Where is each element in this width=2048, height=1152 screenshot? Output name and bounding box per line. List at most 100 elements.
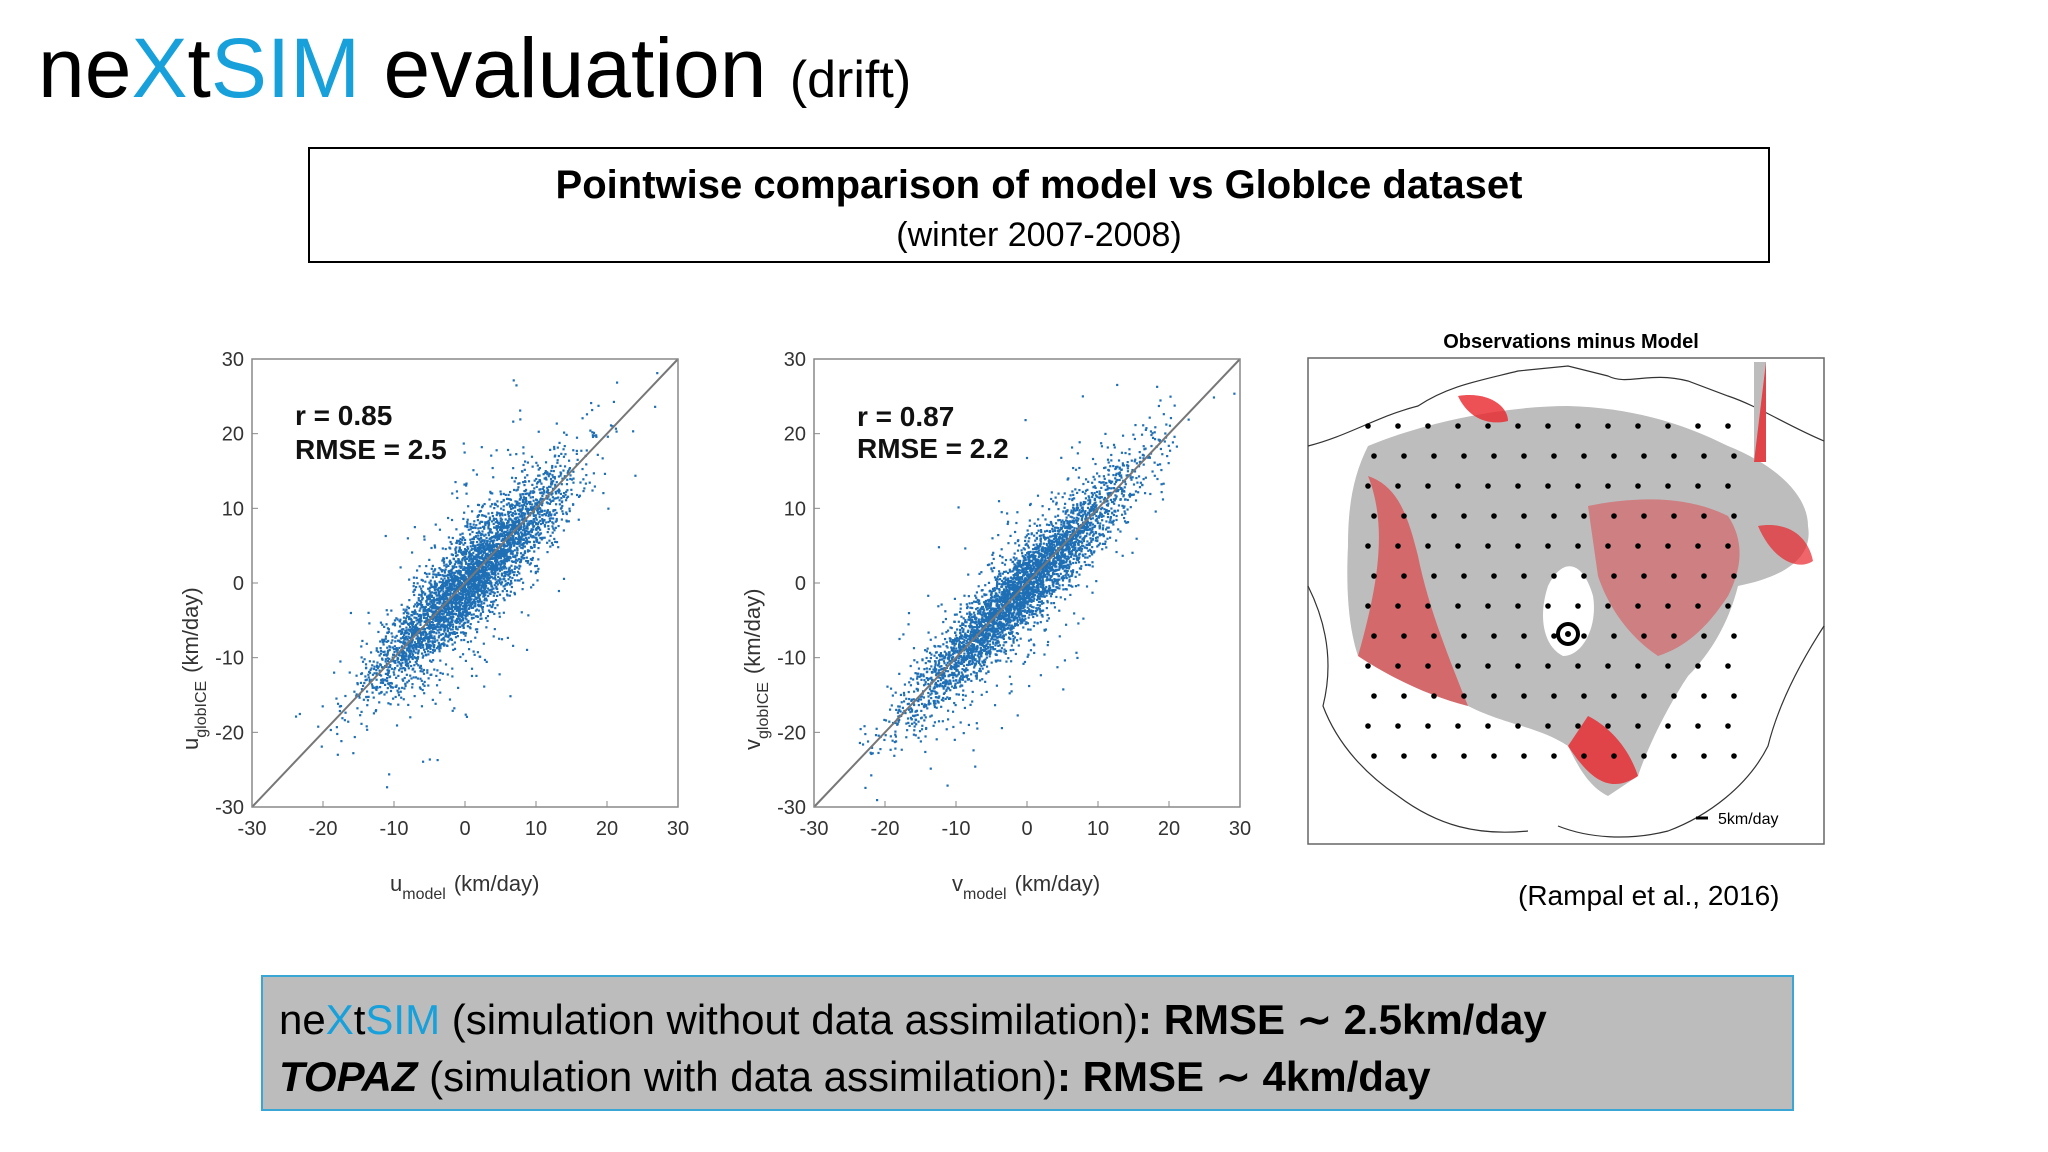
scatter-point bbox=[592, 472, 595, 475]
scatter-point bbox=[980, 571, 983, 574]
scatter-point bbox=[510, 564, 513, 567]
scatter-point bbox=[474, 582, 477, 585]
scatter-point bbox=[552, 522, 555, 525]
scatter-point bbox=[401, 678, 404, 681]
scatter-point bbox=[520, 496, 523, 499]
title-subtitle: (drift) bbox=[789, 51, 912, 109]
scatter-point bbox=[438, 594, 442, 597]
scatter-point bbox=[479, 547, 482, 550]
scatter-point bbox=[1233, 392, 1236, 395]
scatter-point bbox=[493, 566, 496, 569]
scatter-point bbox=[499, 564, 502, 568]
scatter-point bbox=[490, 560, 493, 564]
scatter-point bbox=[508, 498, 512, 501]
scatter-point bbox=[520, 504, 524, 507]
scatter-point bbox=[457, 620, 460, 624]
scatter-point bbox=[937, 680, 940, 683]
scatter-point bbox=[423, 538, 426, 541]
scatter-point bbox=[454, 549, 457, 552]
scatter-point bbox=[469, 553, 472, 556]
scatter-point bbox=[508, 549, 511, 553]
scatter-point bbox=[425, 565, 428, 568]
scatter-point bbox=[447, 580, 450, 583]
scatter-point bbox=[536, 511, 539, 514]
scatter-point bbox=[407, 643, 410, 646]
scatter-point bbox=[476, 589, 480, 592]
scatter-point bbox=[1014, 652, 1017, 656]
scatter-point bbox=[426, 636, 429, 639]
scatter-point bbox=[520, 533, 524, 536]
scatter-point bbox=[463, 604, 466, 608]
scatter-point bbox=[566, 495, 570, 498]
scatter-point bbox=[477, 587, 480, 590]
scatter-point bbox=[490, 566, 493, 569]
scatter-point bbox=[502, 508, 505, 511]
scatter-point bbox=[413, 589, 416, 592]
scatter-point bbox=[1165, 423, 1168, 426]
scatter-point bbox=[453, 632, 457, 635]
scatter-point bbox=[532, 507, 535, 510]
scatter-point bbox=[438, 528, 442, 531]
scatter-point bbox=[469, 566, 472, 569]
scatter-point bbox=[513, 591, 516, 595]
scatter-point bbox=[398, 662, 401, 665]
scatter-point bbox=[336, 732, 339, 736]
scatter-point bbox=[490, 549, 494, 552]
scatter-point bbox=[355, 693, 358, 696]
scatter-point bbox=[474, 579, 477, 583]
scatter-point bbox=[526, 549, 530, 552]
scatter-point bbox=[537, 500, 541, 503]
scatter-point bbox=[477, 514, 481, 517]
scatter-point bbox=[488, 582, 491, 585]
scatter-point bbox=[472, 551, 475, 555]
scatter-point bbox=[562, 455, 566, 458]
scatter-point bbox=[466, 583, 469, 586]
scatter-point bbox=[400, 622, 403, 625]
scatter-point bbox=[520, 508, 523, 511]
scatter-point bbox=[590, 401, 593, 405]
scatter-point bbox=[1134, 423, 1137, 427]
scatter-point bbox=[419, 687, 422, 690]
scatter-point bbox=[476, 583, 479, 587]
scatter-point bbox=[422, 668, 426, 672]
scatter-point bbox=[387, 630, 390, 633]
scatter-point bbox=[507, 521, 510, 524]
scatter-point bbox=[440, 588, 443, 592]
scatter-point bbox=[473, 520, 476, 523]
scatter-point bbox=[447, 600, 450, 603]
scatter-point bbox=[445, 596, 448, 599]
scatter-point bbox=[482, 545, 485, 548]
scatter-point bbox=[523, 484, 526, 487]
scatter-point bbox=[494, 533, 498, 536]
scatter-point bbox=[508, 568, 511, 571]
scatter-point bbox=[426, 671, 429, 674]
scatter-point bbox=[538, 510, 541, 513]
scatter-point bbox=[502, 492, 505, 496]
scatter-point bbox=[483, 570, 487, 573]
scatter-point bbox=[516, 520, 519, 524]
scatter-point bbox=[502, 559, 505, 562]
scatter-point bbox=[485, 536, 488, 540]
scatter-point bbox=[530, 508, 533, 511]
scatter-point bbox=[455, 541, 458, 545]
scatter-point bbox=[455, 631, 459, 635]
scatter-point bbox=[585, 473, 588, 477]
scatter-point bbox=[464, 578, 467, 581]
scatter-point bbox=[463, 483, 466, 486]
scatter-point bbox=[426, 626, 429, 630]
scatter-point bbox=[930, 692, 933, 695]
scatter-point bbox=[445, 602, 448, 606]
scatter-point bbox=[416, 622, 419, 625]
scatter-point bbox=[451, 643, 454, 646]
scatter-point bbox=[391, 646, 394, 649]
scatter-point bbox=[416, 677, 419, 680]
scatter-point bbox=[527, 532, 530, 535]
scatter-point bbox=[418, 609, 421, 612]
scatter-point bbox=[483, 586, 486, 589]
title-t: t bbox=[187, 21, 211, 115]
scatter-point bbox=[1085, 585, 1089, 588]
scatter-point bbox=[462, 608, 465, 611]
scatter-point bbox=[515, 554, 519, 557]
scatter-point bbox=[496, 564, 499, 567]
scatter-point bbox=[445, 619, 449, 622]
